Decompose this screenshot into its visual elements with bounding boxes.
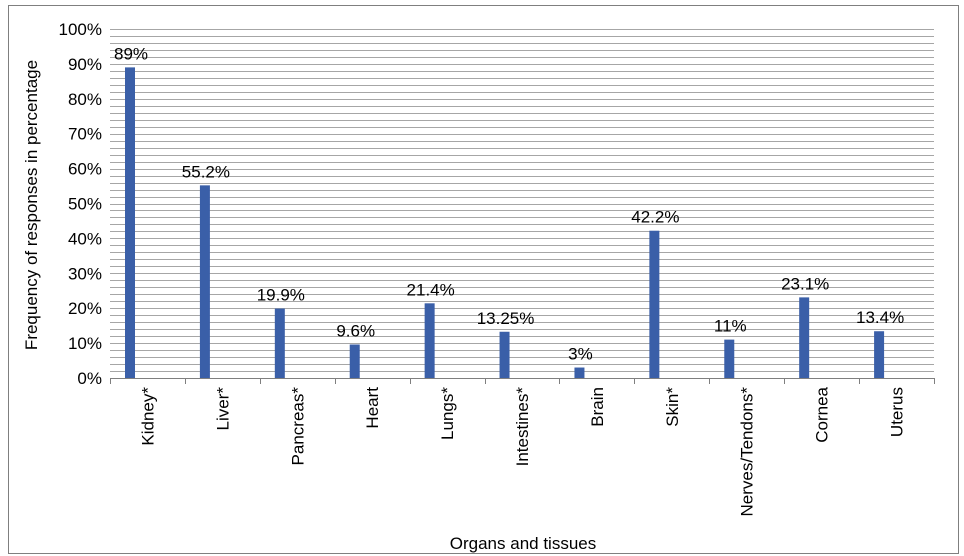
bar bbox=[199, 185, 210, 378]
y-tick-label: 100% bbox=[59, 20, 102, 39]
x-tick-label: Liver* bbox=[213, 387, 232, 431]
data-label: 13.25% bbox=[477, 309, 535, 328]
axis-layer: 0% 10% 20% 30% 40% 50% 60% 70% 80% 90% 100% bbox=[59, 20, 935, 388]
x-axis-title: Organs and tissues bbox=[450, 534, 596, 553]
y-tick-label: 60% bbox=[68, 160, 102, 179]
y-tick-label: 80% bbox=[68, 90, 102, 109]
y-tick-label: 50% bbox=[68, 195, 102, 214]
bar bbox=[574, 367, 585, 378]
labels-layer: 89% Kidney* 55.2% Liver* 19.9% Pancreas* 9.6% H… bbox=[114, 44, 907, 516]
y-tick-label: 10% bbox=[68, 334, 102, 353]
data-label: 55.2% bbox=[182, 162, 230, 181]
bar bbox=[424, 303, 435, 378]
x-tick-label: Heart bbox=[363, 387, 382, 429]
x-tick-label: Brain bbox=[588, 387, 607, 427]
data-label: 19.9% bbox=[257, 286, 305, 305]
bar bbox=[799, 297, 810, 378]
x-tick-label: Lungs* bbox=[438, 387, 457, 440]
x-tick-label: Kidney* bbox=[138, 387, 157, 446]
x-tick-label: Nerves/Tendons* bbox=[738, 387, 757, 517]
data-label: 13.4% bbox=[856, 308, 904, 327]
data-label: 89% bbox=[114, 44, 148, 63]
bar bbox=[724, 339, 735, 378]
y-tick-label: 0% bbox=[77, 369, 102, 388]
bars-layer bbox=[125, 67, 885, 378]
chart-frame bbox=[8, 5, 959, 554]
bar bbox=[349, 344, 360, 378]
data-label: 11% bbox=[714, 317, 747, 336]
data-label: 23.1% bbox=[781, 274, 829, 293]
y-tick-label: 40% bbox=[68, 229, 102, 248]
bar bbox=[274, 308, 285, 378]
x-tick-label: Pancreas* bbox=[288, 387, 307, 466]
y-axis-title: Frequency of responses in percentage bbox=[22, 60, 41, 350]
bar bbox=[649, 230, 660, 378]
x-tick-label: Uterus bbox=[888, 387, 907, 437]
x-tick-label: Intestines* bbox=[513, 387, 532, 467]
y-tick-label: 20% bbox=[68, 299, 102, 318]
data-label: 3% bbox=[568, 345, 593, 364]
data-label: 42.2% bbox=[631, 208, 679, 227]
y-tick-label: 70% bbox=[68, 125, 102, 144]
x-tick-label: Skin* bbox=[663, 387, 682, 427]
y-tick-label: 90% bbox=[68, 55, 102, 74]
bar bbox=[874, 331, 885, 378]
data-label: 9.6% bbox=[336, 321, 375, 340]
x-tick-label: Cornea bbox=[813, 386, 832, 442]
bar bbox=[125, 67, 135, 378]
data-label: 21.4% bbox=[407, 280, 455, 299]
y-tick-label: 30% bbox=[68, 264, 102, 283]
bar bbox=[499, 331, 510, 378]
